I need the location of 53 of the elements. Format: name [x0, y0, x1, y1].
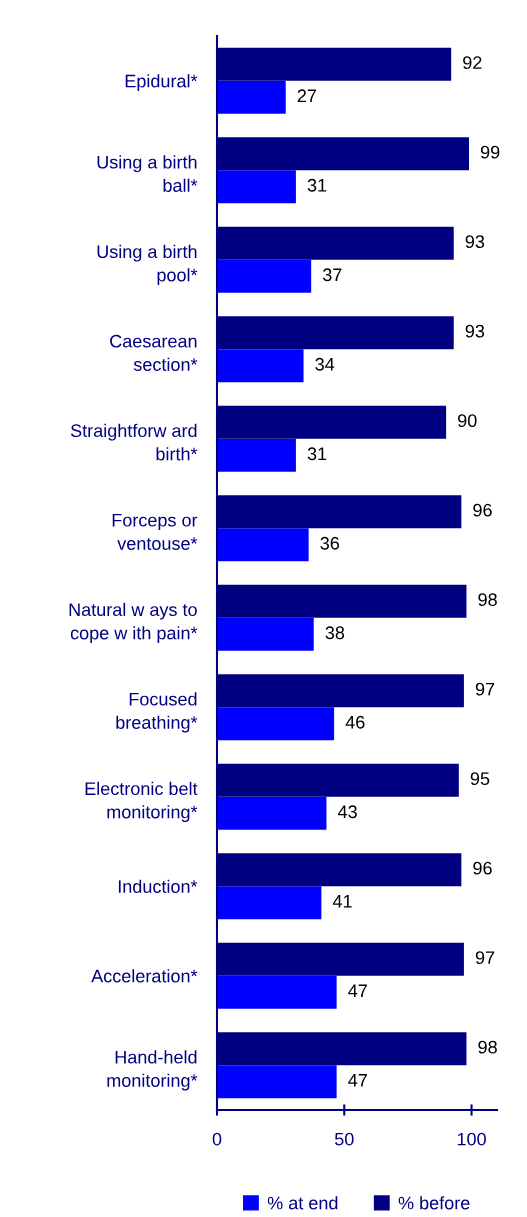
x-tick-label: 0 — [212, 1132, 222, 1146]
y-tick-label: Induction* — [118, 879, 198, 893]
data-label: 36 — [320, 536, 340, 550]
data-label: 37 — [322, 268, 342, 282]
data-label: 96 — [473, 503, 492, 517]
data-label: 99 — [480, 145, 500, 159]
bar — [217, 528, 309, 562]
y-tick-label: Using a birth ball* — [97, 155, 198, 192]
y-tick-label: Focused breathing* — [116, 692, 198, 733]
bar — [217, 349, 304, 383]
data-label: 98 — [478, 1040, 497, 1054]
bar — [217, 80, 286, 114]
legend-label: % at end — [267, 1196, 338, 1210]
bar — [217, 975, 337, 1009]
y-tick-label: Using a birth pool* — [97, 244, 198, 285]
legend-label: % before — [398, 1196, 470, 1210]
data-label: 93 — [465, 235, 485, 249]
data-label: 43 — [337, 805, 357, 819]
y-tick-label: Straightforw ard birth* — [70, 423, 198, 461]
bar — [217, 170, 296, 204]
bar — [217, 259, 312, 293]
data-label: 90 — [458, 414, 477, 428]
bar — [217, 1065, 337, 1099]
data-label: 97 — [475, 951, 495, 965]
data-label: 41 — [332, 895, 352, 908]
data-label: 38 — [325, 626, 345, 640]
data-label: 92 — [463, 56, 482, 70]
bar — [217, 886, 322, 920]
data-label: 46 — [345, 715, 365, 729]
data-label: 31 — [307, 447, 327, 461]
bar — [217, 617, 314, 651]
y-tick-label: Caesarean section* — [110, 334, 198, 371]
y-tick-label: Electronic belt monitoring* — [85, 781, 198, 822]
data-label: 31 — [307, 178, 327, 192]
data-label: 27 — [297, 89, 317, 102]
data-label: 34 — [315, 357, 335, 371]
data-label: 97 — [475, 682, 495, 696]
data-label: 47 — [348, 1074, 367, 1087]
y-tick-label: Epidural* — [125, 74, 198, 92]
x-tick-label: 50 — [334, 1132, 354, 1146]
bar — [217, 707, 335, 741]
data-label: 93 — [465, 324, 485, 338]
data-label: 95 — [470, 772, 490, 786]
data-label: 47 — [348, 984, 367, 997]
bar — [217, 796, 327, 830]
data-label: 96 — [473, 861, 492, 875]
y-tick-label: Acceleration* — [91, 969, 198, 983]
bar — [217, 438, 296, 472]
x-tick-label: 100 — [457, 1132, 486, 1146]
y-tick-label: Forceps or ventouse* — [112, 513, 198, 550]
y-tick-label: Natural w ays to cope w ith pain* — [69, 602, 198, 643]
y-tick-label: Hand-held monitoring* — [107, 1050, 198, 1091]
data-label: 98 — [478, 593, 497, 607]
